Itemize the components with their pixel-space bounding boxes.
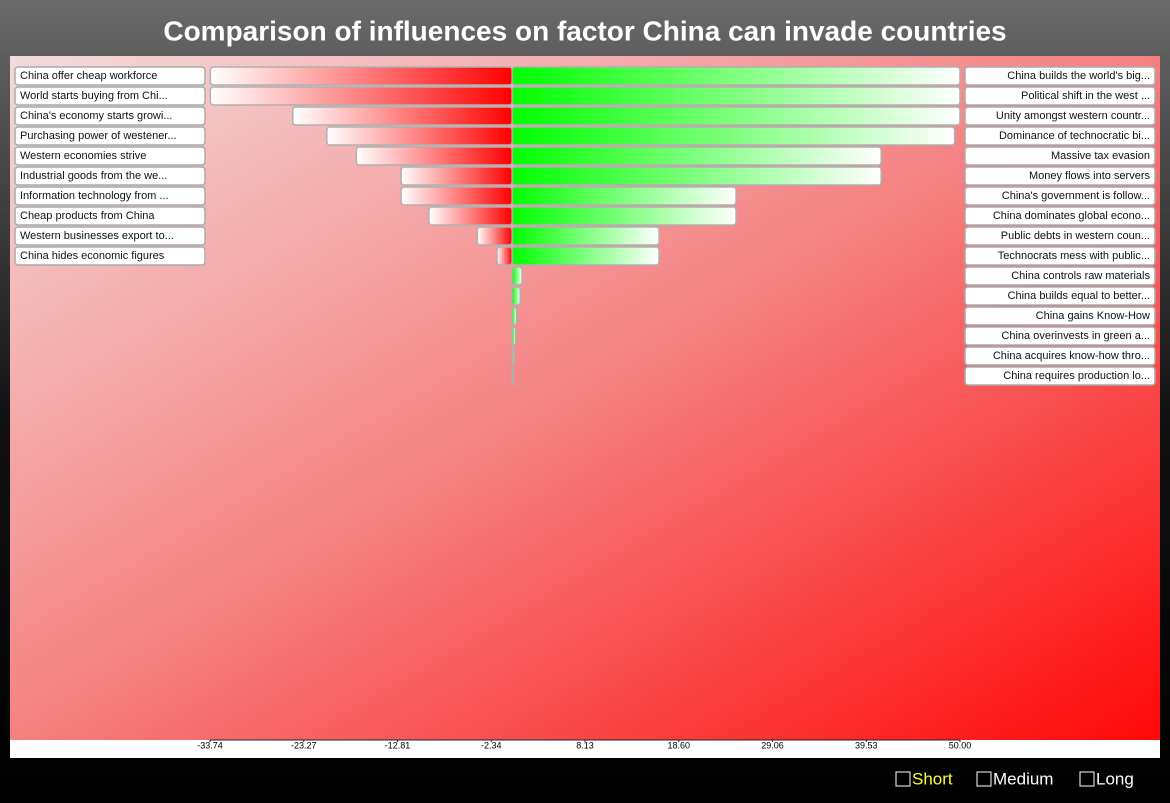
x-tick-label: 39.53 xyxy=(855,740,878,750)
bar-label: Political shift in the west ... xyxy=(1021,90,1150,102)
option-label[interactable]: Short xyxy=(912,769,953,788)
bar-label: Western businesses export to... xyxy=(20,230,174,242)
label-box xyxy=(14,246,206,266)
checkbox[interactable] xyxy=(1079,771,1095,787)
bar-label: China hides economic figures xyxy=(20,250,165,262)
option-label[interactable]: Medium xyxy=(993,769,1053,788)
label-box xyxy=(964,86,1156,106)
label-box xyxy=(14,186,206,206)
bar xyxy=(511,326,517,346)
bar xyxy=(326,126,513,146)
label-box xyxy=(964,306,1156,326)
label-box xyxy=(964,186,1156,206)
label-box xyxy=(14,106,206,126)
bar-label: Public debts in western coun... xyxy=(1001,230,1150,242)
label-box xyxy=(964,266,1156,286)
bar-label: Technocrats mess with public... xyxy=(998,250,1150,262)
label-box xyxy=(14,126,206,146)
bar xyxy=(400,166,513,186)
axis-strip xyxy=(10,740,1160,758)
bar-label: Cheap products from China xyxy=(20,210,155,222)
bar xyxy=(511,146,882,166)
option-label[interactable]: Long xyxy=(1096,769,1134,788)
bar-label: Western economies strive xyxy=(20,150,146,162)
bar-label: Massive tax evasion xyxy=(1051,150,1150,162)
bar xyxy=(511,66,961,86)
label-box xyxy=(964,146,1156,166)
bar xyxy=(511,266,523,286)
label-box xyxy=(14,166,206,186)
bar-label: World starts buying from Chi... xyxy=(20,90,168,102)
bar xyxy=(209,66,513,86)
bar-label: Information technology from ... xyxy=(20,190,169,202)
bar xyxy=(511,166,882,186)
x-tick-label: -33.74 xyxy=(197,740,223,750)
bar xyxy=(511,126,956,146)
label-box xyxy=(964,106,1156,126)
x-tick-label: 18.60 xyxy=(668,740,691,750)
bar xyxy=(511,286,521,306)
bar-label: China overinvests in green a... xyxy=(1001,330,1150,342)
bar-label: China requires production lo... xyxy=(1003,370,1150,382)
bar xyxy=(511,206,737,226)
bar-label: China builds equal to better... xyxy=(1008,290,1150,302)
bar-label: Dominance of technocratic bi... xyxy=(999,130,1150,142)
bar-label: China controls raw materials xyxy=(1011,270,1150,282)
bar-label: China's government is follow... xyxy=(1002,190,1150,202)
bar xyxy=(511,366,514,386)
bar-label: Purchasing power of westener... xyxy=(20,130,177,142)
bar xyxy=(292,106,513,126)
bar-label: China offer cheap workforce xyxy=(20,70,157,82)
label-box xyxy=(14,66,206,86)
bar xyxy=(209,86,513,106)
x-tick-label: -23.27 xyxy=(291,740,317,750)
bar xyxy=(355,146,513,166)
bar xyxy=(511,86,961,106)
option-toggle[interactable]: Medium xyxy=(976,769,1053,788)
label-box xyxy=(14,86,206,106)
checkbox[interactable] xyxy=(976,771,992,787)
label-box xyxy=(14,206,206,226)
bar-label: Unity amongst western countr... xyxy=(996,110,1150,122)
x-tick-label: 29.06 xyxy=(761,740,784,750)
label-box xyxy=(964,366,1156,386)
label-box xyxy=(964,226,1156,246)
label-box xyxy=(964,326,1156,346)
label-box xyxy=(964,66,1156,86)
bar xyxy=(511,226,660,246)
bar xyxy=(428,206,513,226)
bar-label: China's economy starts growi... xyxy=(20,110,173,122)
bar xyxy=(476,226,513,246)
bar xyxy=(400,186,513,206)
label-box xyxy=(964,246,1156,266)
bar-label: China acquires know-how thro... xyxy=(993,350,1150,362)
x-tick-label: 8.13 xyxy=(576,740,594,750)
label-box xyxy=(964,126,1156,146)
label-box xyxy=(964,346,1156,366)
bar-label: Money flows into servers xyxy=(1029,170,1151,182)
option-toggle[interactable]: Long xyxy=(1079,769,1134,788)
label-box xyxy=(964,286,1156,306)
bar xyxy=(511,346,515,366)
label-box xyxy=(964,166,1156,186)
bar-label: Industrial goods from the we... xyxy=(20,170,167,182)
checkbox[interactable] xyxy=(895,771,911,787)
x-tick-label: -2.34 xyxy=(481,740,502,750)
label-box xyxy=(14,146,206,166)
bar xyxy=(511,306,518,326)
bar-label: China dominates global econo... xyxy=(993,210,1150,222)
label-box xyxy=(14,226,206,246)
x-tick-label: -12.81 xyxy=(385,740,411,750)
bar-label: China builds the world's big... xyxy=(1007,70,1150,82)
bar-label: China gains Know-How xyxy=(1036,310,1150,322)
bar xyxy=(511,106,961,126)
chart-title: Comparison of influences on factor China… xyxy=(163,15,1006,46)
option-toggle[interactable]: Short xyxy=(895,769,953,788)
label-box xyxy=(964,206,1156,226)
x-tick-label: 50.00 xyxy=(949,740,972,750)
bar xyxy=(511,246,660,266)
bar xyxy=(496,246,513,266)
bar xyxy=(511,186,737,206)
